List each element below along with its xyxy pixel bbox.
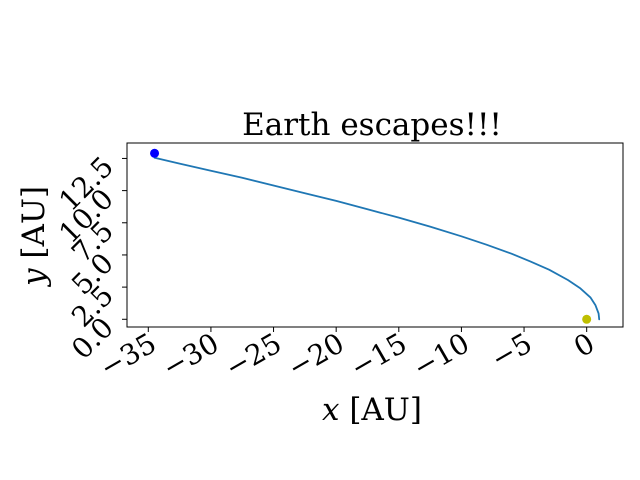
x-axis-label: x [AU] [322, 392, 422, 428]
sun-marker [582, 314, 592, 324]
y-axis-label: y [AU] [16, 186, 52, 288]
plot-area [150, 148, 601, 324]
x-tick-label: −25 [219, 326, 287, 384]
x-tick-label: −10 [407, 326, 475, 384]
axes-frame [126, 142, 624, 328]
earth-marker [150, 148, 160, 158]
x-axis-ticks: −35−30−25−20−15−10 −5 0 [94, 326, 600, 384]
y-axis-label-var: y [16, 268, 52, 288]
x-tick-label: −30 [157, 326, 225, 384]
x-tick-label: −15 [345, 326, 413, 384]
y-axis-ticks: 0.02.55.07.510.012.5 [53, 150, 127, 366]
x-tick-label: 0 [568, 326, 600, 363]
x-axis-label-unit: [AU] [349, 392, 422, 428]
x-axis-label-var: x [322, 392, 340, 428]
trajectory-line [153, 156, 601, 321]
y-axis-label-unit: [AU] [16, 186, 52, 259]
axes-border [126, 142, 624, 328]
x-tick-label: −5 [485, 326, 537, 375]
chart-title: Earth escapes!!! [242, 107, 502, 143]
x-tick-label: −20 [282, 326, 350, 384]
